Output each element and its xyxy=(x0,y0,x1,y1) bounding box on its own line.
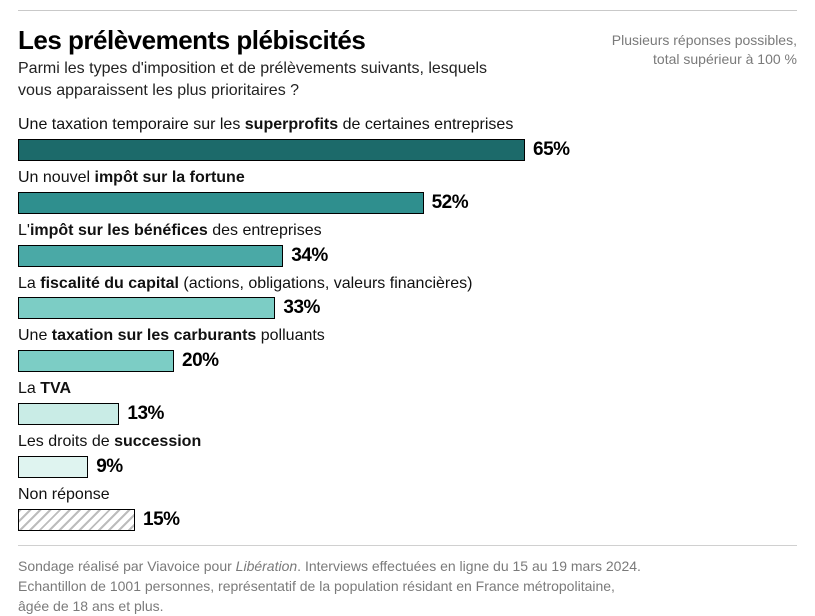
row-label-strong: TVA xyxy=(40,380,71,397)
row-label-post: (actions, obligations, valeurs financièr… xyxy=(179,275,472,292)
row-label-pre: La xyxy=(18,275,40,292)
chart-row: Un nouvel impôt sur la fortune 52% xyxy=(18,168,797,214)
bar-chart: Une taxation temporaire sur les superpro… xyxy=(18,115,797,530)
row-label-pre: Une xyxy=(18,327,52,344)
footer-line2: Echantillon de 1001 personnes, représent… xyxy=(18,578,615,594)
row-label-pre: Une taxation temporaire sur les xyxy=(18,116,245,133)
header: Les prélèvements plébiscités Parmi les t… xyxy=(18,25,797,101)
footer-line1-pre: Sondage réalisé par Viavoice pour xyxy=(18,558,236,574)
bar-line: 20% xyxy=(18,350,797,372)
row-label: La fiscalité du capital (actions, obliga… xyxy=(18,274,797,295)
row-label-pre: La xyxy=(18,380,40,397)
row-label: L'impôt sur les bénéfices des entreprise… xyxy=(18,221,797,242)
row-label-strong: fiscalité du capital xyxy=(40,275,179,292)
footer-line1-post: . Interviews effectuées en ligne du 15 a… xyxy=(297,558,641,574)
footer-text: Sondage réalisé par Viavoice pour Libéra… xyxy=(18,556,797,616)
row-label-pre: Les droits de xyxy=(18,433,114,450)
bar xyxy=(18,297,275,319)
bar-line: 9% xyxy=(18,456,797,478)
bar-line: 13% xyxy=(18,403,797,425)
chart-row: La TVA 13% xyxy=(18,379,797,425)
row-label-post: polluants xyxy=(256,327,325,344)
row-label: Les droits de succession xyxy=(18,432,797,453)
bar-value: 15% xyxy=(143,509,180,531)
row-label-strong: succession xyxy=(114,433,201,450)
bar-value: 34% xyxy=(291,245,328,267)
bar-value: 52% xyxy=(432,192,469,214)
top-rule xyxy=(18,10,797,11)
chart-row: L'impôt sur les bénéfices des entreprise… xyxy=(18,221,797,267)
chart-row: Les droits de succession 9% xyxy=(18,432,797,478)
row-label: La TVA xyxy=(18,379,797,400)
chart-row: Non réponse 15% xyxy=(18,485,797,531)
bottom-rule xyxy=(18,545,797,546)
bar-value: 9% xyxy=(96,456,122,478)
bar-line: 65% xyxy=(18,139,797,161)
bar xyxy=(18,403,119,425)
row-label-strong: impôt sur la fortune xyxy=(95,169,245,186)
bar-value: 20% xyxy=(182,350,219,372)
chart-row: La fiscalité du capital (actions, obliga… xyxy=(18,274,797,320)
chart-note: Plusieurs réponses possibles, total supé… xyxy=(607,31,797,69)
row-label: Une taxation sur les carburants polluant… xyxy=(18,326,797,347)
footer-line3: âgée de 18 ans et plus. xyxy=(18,598,164,614)
bar-value: 13% xyxy=(127,403,164,425)
bar xyxy=(18,245,283,267)
bar-line: 52% xyxy=(18,192,797,214)
chart-subtitle: Parmi les types d'imposition et de prélè… xyxy=(18,58,498,101)
bar xyxy=(18,139,525,161)
bar-line: 34% xyxy=(18,245,797,267)
chart-title: Les prélèvements plébiscités xyxy=(18,25,498,56)
bar-line: 15% xyxy=(18,509,797,531)
row-label: Une taxation temporaire sur les superpro… xyxy=(18,115,797,136)
bar xyxy=(18,350,174,372)
row-label: Un nouvel impôt sur la fortune xyxy=(18,168,797,189)
row-label-pre: Un nouvel xyxy=(18,169,95,186)
row-label-pre: Non réponse xyxy=(18,486,110,503)
footer-line1-em: Libération xyxy=(236,558,298,574)
bar xyxy=(18,192,424,214)
bar-value: 65% xyxy=(533,139,570,161)
bar-line: 33% xyxy=(18,297,797,319)
row-label-strong: impôt sur les bénéfices xyxy=(30,222,208,239)
chart-row: Une taxation sur les carburants polluant… xyxy=(18,326,797,372)
row-label-post: de certaines entreprises xyxy=(338,116,513,133)
row-label-post: des entreprises xyxy=(208,222,322,239)
bar xyxy=(18,456,88,478)
bar-value: 33% xyxy=(283,297,320,319)
row-label: Non réponse xyxy=(18,485,797,506)
bar xyxy=(18,509,135,531)
row-label-pre: L' xyxy=(18,222,30,239)
row-label-strong: superprofits xyxy=(245,116,338,133)
row-label-strong: taxation sur les carburants xyxy=(52,327,257,344)
chart-row: Une taxation temporaire sur les superpro… xyxy=(18,115,797,161)
